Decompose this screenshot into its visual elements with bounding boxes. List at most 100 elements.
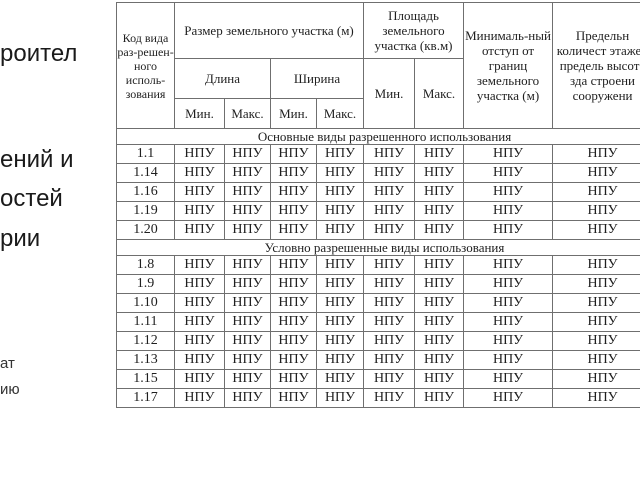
- value-cell: НПУ: [270, 350, 317, 370]
- value-cell: НПУ: [414, 388, 465, 408]
- table-row: 1.9 НПУ НПУ НПУ НПУ НПУ НПУ НПУ НПУ: [116, 274, 640, 294]
- value-cell: НПУ: [174, 388, 225, 408]
- value-cell: НПУ: [270, 312, 317, 332]
- value-cell: НПУ: [224, 293, 271, 313]
- area-min-header: Мин.: [363, 58, 416, 129]
- table-row: 1.15 НПУ НПУ НПУ НПУ НПУ НПУ НПУ НПУ: [116, 369, 640, 389]
- value-cell: НПУ: [463, 255, 554, 275]
- value-cell: НПУ: [363, 407, 416, 408]
- value-cell: НПУ: [315, 293, 365, 313]
- value-cell: НПУ: [224, 369, 271, 389]
- value-cell: НПУ: [174, 293, 225, 313]
- value-cell: НПУ: [414, 144, 465, 164]
- value-cell: НПУ: [414, 407, 465, 408]
- value-cell: НПУ: [363, 163, 416, 183]
- value-cell: НПУ: [463, 293, 554, 313]
- use-code-cell: 1.18: [116, 407, 175, 408]
- length-header: Длина: [174, 58, 271, 99]
- slide-fragment: рии: [0, 225, 41, 252]
- value-cell: НПУ: [552, 407, 640, 408]
- table-row: 1.14 НПУ НПУ НПУ НПУ НПУ НПУ НПУ НПУ: [116, 163, 640, 183]
- value-cell: НПУ: [315, 350, 365, 370]
- value-cell: НПУ: [224, 201, 271, 221]
- section-row: Условно разрешенные виды использования: [116, 239, 640, 256]
- value-cell: НПУ: [270, 201, 317, 221]
- table-row: 1.18НПУНПУНПУНПУНПУНПУНПУНПУ: [116, 407, 640, 408]
- value-cell: НПУ: [315, 369, 365, 389]
- value-cell: НПУ: [414, 369, 465, 389]
- table-row: 1.1 НПУ НПУ НПУ НПУ НПУ НПУ НПУ НПУ: [116, 144, 640, 164]
- value-cell: НПУ: [270, 369, 317, 389]
- value-cell: НПУ: [552, 369, 640, 389]
- value-cell: НПУ: [270, 331, 317, 351]
- use-code-cell: 1.8: [116, 255, 175, 275]
- value-cell: НПУ: [315, 201, 365, 221]
- value-cell: НПУ: [174, 369, 225, 389]
- value-cell: НПУ: [463, 369, 554, 389]
- value-cell: НПУ: [224, 163, 271, 183]
- value-cell: НПУ: [414, 293, 465, 313]
- value-cell: НПУ: [363, 144, 416, 164]
- value-cell: НПУ: [174, 312, 225, 332]
- value-cell: НПУ: [174, 255, 225, 275]
- value-cell: НПУ: [224, 255, 271, 275]
- area-header: Площадь земельного участка (кв.м): [363, 2, 465, 59]
- table-row: 1.11 НПУ НПУ НПУ НПУ НПУ НПУ НПУ НПУ: [116, 312, 640, 332]
- value-cell: НПУ: [174, 274, 225, 294]
- value-cell: НПУ: [315, 182, 365, 202]
- value-cell: НПУ: [315, 274, 365, 294]
- value-cell: НПУ: [363, 293, 416, 313]
- value-cell: НПУ: [224, 274, 271, 294]
- value-cell: НПУ: [414, 350, 465, 370]
- use-code-cell: 1.19: [116, 201, 175, 221]
- offset-header: Минималь-ный отступ от границ земельного…: [463, 2, 554, 129]
- table-row: 1.20 НПУ НПУ НПУ НПУ НПУ НПУ НПУ НПУ: [116, 220, 640, 240]
- value-cell: НПУ: [224, 331, 271, 351]
- value-cell: НПУ: [463, 388, 554, 408]
- value-cell: НПУ: [363, 312, 416, 332]
- value-cell: НПУ: [224, 220, 271, 240]
- value-cell: НПУ: [414, 163, 465, 183]
- length-max-header: Макс.: [224, 98, 271, 129]
- value-cell: НПУ: [463, 312, 554, 332]
- value-cell: НПУ: [174, 144, 225, 164]
- value-cell: НПУ: [174, 201, 225, 221]
- value-cell: НПУ: [414, 201, 465, 221]
- value-cell: НПУ: [552, 388, 640, 408]
- limit-header: Предельн количест этажей предель высота …: [552, 2, 640, 129]
- value-cell: НПУ: [552, 182, 640, 202]
- use-code-cell: 1.16: [116, 182, 175, 202]
- length-min-header: Мин.: [174, 98, 225, 129]
- value-cell: НПУ: [363, 274, 416, 294]
- value-cell: НПУ: [414, 312, 465, 332]
- background-slide-text: роител ений и остей рии ат ию: [0, 0, 120, 480]
- value-cell: НПУ: [552, 293, 640, 313]
- value-cell: НПУ: [363, 350, 416, 370]
- value-cell: НПУ: [270, 220, 317, 240]
- slide-fragment: остей: [0, 185, 63, 212]
- value-cell: НПУ: [224, 312, 271, 332]
- section-row: Основные виды разрешенного использования: [116, 128, 640, 145]
- value-cell: НПУ: [315, 220, 365, 240]
- use-code-cell: 1.17: [116, 388, 175, 408]
- value-cell: НПУ: [463, 274, 554, 294]
- value-cell: НПУ: [414, 220, 465, 240]
- width-header: Ширина: [269, 58, 365, 99]
- value-cell: НПУ: [315, 312, 365, 332]
- value-cell: НПУ: [174, 407, 225, 408]
- value-cell: НПУ: [363, 182, 416, 202]
- slide-fragment: роител: [0, 40, 78, 67]
- value-cell: НПУ: [463, 331, 554, 351]
- area-max-header: Макс.: [414, 58, 465, 129]
- value-cell: НПУ: [174, 163, 225, 183]
- use-code-cell: 1.20: [116, 220, 175, 240]
- use-code-cell: 1.10: [116, 293, 175, 313]
- width-min-header: Мин.: [270, 98, 317, 129]
- value-cell: НПУ: [224, 350, 271, 370]
- value-cell: НПУ: [270, 274, 317, 294]
- land-use-table: Код вида раз-решен-ного исполь-зования Р…: [116, 2, 640, 408]
- table-row: 1.19 НПУ НПУ НПУ НПУ НПУ НПУ НПУ НПУ: [116, 201, 640, 221]
- value-cell: НПУ: [363, 331, 416, 351]
- table-row: 1.16 НПУ НПУ НПУ НПУ НПУ НПУ НПУ НПУ: [116, 182, 640, 202]
- value-cell: НПУ: [552, 255, 640, 275]
